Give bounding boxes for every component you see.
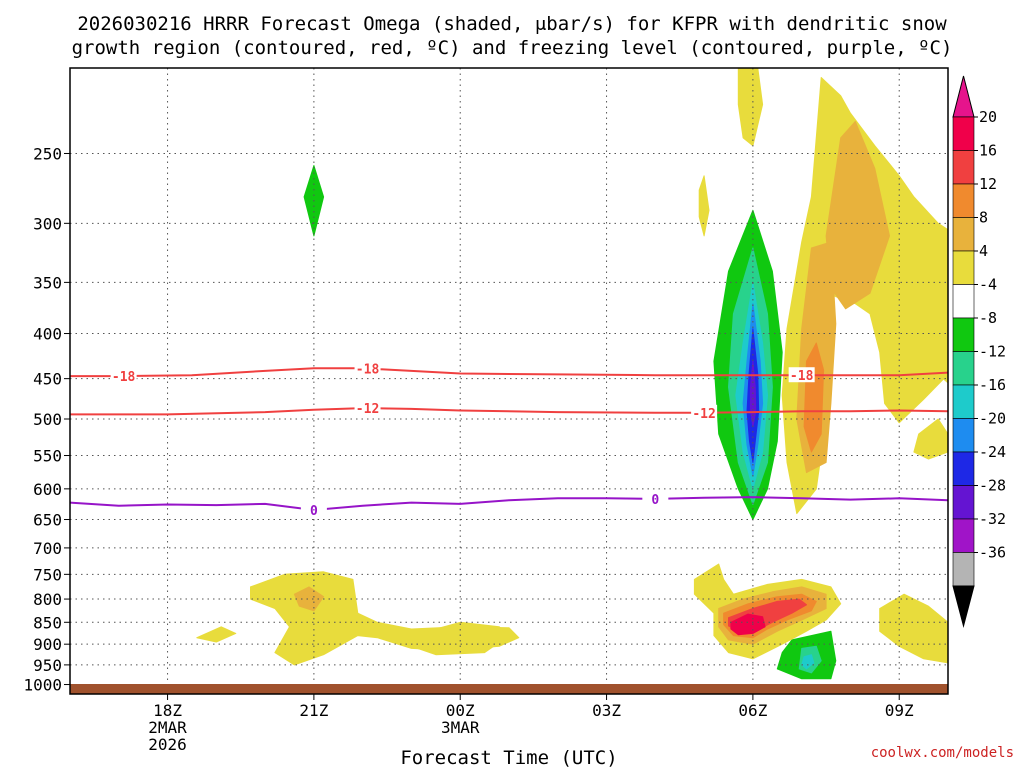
- colorbar-swatch-2: [952, 183, 975, 218]
- contour-label-isotherm-minus12-0: -12: [356, 402, 379, 417]
- colorbar-swatch-10: [952, 451, 975, 486]
- y-tick-label-900: 900: [33, 635, 62, 654]
- contour-label-isotherm-minus12-1: -12: [692, 407, 715, 422]
- y-tick-label-250: 250: [33, 144, 62, 163]
- contour-label-bg-isotherm-minus18-1: [354, 360, 381, 376]
- colorbar-label-2: 12: [979, 175, 997, 193]
- y-tick-label-750: 750: [33, 565, 62, 584]
- colorbar-bottom-arrow: [952, 585, 975, 628]
- colorbar-label-8: -16: [979, 376, 1006, 394]
- y-tick-label-550: 550: [33, 447, 62, 466]
- x-axis-label: Forecast Time (UTC): [400, 747, 617, 768]
- y-tick-label-350: 350: [33, 273, 62, 292]
- x-tick-label-18Z-1: 2MAR: [148, 718, 187, 737]
- contour-label-isotherm-minus18-0: -18: [112, 370, 136, 385]
- ground-surface: [70, 684, 948, 694]
- colorbar-swatch-4: [952, 250, 975, 285]
- omega-region-descent-21z-low-core: [293, 586, 325, 612]
- contour-labels: -18 -18 -18 -12 -12 0 0: [110, 360, 815, 519]
- colorbar-label-10: -24: [979, 443, 1006, 461]
- x-tick-label-18Z-2: 2026: [148, 735, 187, 754]
- x-tick-label-00Z-0: 00Z: [446, 701, 475, 720]
- contour-label-bg-isotherm-0-freezing-level-0: [300, 501, 327, 517]
- chart-title: 2026030216 HRRR Forecast Omega (shaded, …: [72, 13, 953, 59]
- colorbar-label-11: -28: [979, 477, 1006, 495]
- y-tick-label-800: 800: [33, 590, 62, 609]
- y-tick-label-300: 300: [33, 214, 62, 233]
- colorbar-label-4: 4: [979, 242, 988, 260]
- omega-region-descent-09z-low: [879, 593, 948, 664]
- colorbar-label-6: -8: [979, 309, 997, 327]
- contour-label-bg-isotherm-minus12-1: [691, 404, 718, 420]
- colorbar-label-0: 20: [979, 108, 997, 126]
- title-line-1: 2026030216 HRRR Forecast Omega (shaded, …: [77, 13, 947, 35]
- omega-region-descent-06z-low-core: [730, 613, 766, 636]
- contour-label-isotherm-minus18-2: -18: [790, 369, 814, 384]
- contour-isotherm-0-freezing-level: [70, 496, 948, 512]
- x-tick-label-18Z-0: 18Z: [153, 701, 182, 720]
- x-tick-label-03Z-0: 03Z: [592, 701, 621, 720]
- y-tick-label-400: 400: [33, 325, 62, 344]
- colorbar-swatch-1: [952, 150, 975, 185]
- omega-colorbar: 20 16 12 8 4 -4 -8 -12 -16 -20 -24 -28 -32 -36: [952, 75, 1006, 628]
- y-tick-label-1000: 1000: [23, 676, 62, 695]
- y-tick-label-700: 700: [33, 539, 62, 558]
- colorbar-top-arrow: [952, 75, 975, 118]
- x-tick-label-09Z-0: 09Z: [885, 701, 914, 720]
- colorbar-swatch-3: [952, 217, 975, 252]
- title-line-2: growth region (contoured, red, ºC) and f…: [72, 37, 953, 59]
- contour-label-isotherm-0-freezing-level-1: 0: [651, 493, 659, 508]
- colorbar-label-5: -4: [979, 276, 997, 294]
- omega-region-descent-upper-8: [825, 121, 890, 310]
- colorbar-swatch-5: [952, 284, 975, 319]
- colorbar-label-13: -36: [979, 544, 1006, 562]
- contour-label-bg-isotherm-minus18-2: [788, 367, 815, 383]
- pressure-axis: 250 300 350 400 450 500 550 600 650 700 750 800 850 9…: [23, 144, 70, 695]
- colorbar-swatch-11: [952, 485, 975, 520]
- omega-region-ascent-07z-lower-center: [801, 654, 815, 670]
- x-tick-label-21Z-0: 21Z: [299, 701, 328, 720]
- site-credit: coolwx.com/models: [871, 745, 1014, 761]
- plot-area: -18 -18 -18 -12 -12 0 0: [69, 67, 949, 695]
- colorbar-label-3: 8: [979, 209, 988, 227]
- colorbar-label-9: -20: [979, 410, 1006, 428]
- omega-region-descent-07z-column-12: [803, 342, 825, 453]
- omega-region-descent-19z-spot: [196, 626, 237, 643]
- contour-label-isotherm-minus18-1: -18: [356, 363, 380, 378]
- colorbar-swatch-6: [952, 317, 975, 352]
- y-tick-label-500: 500: [33, 410, 62, 429]
- y-tick-label-600: 600: [33, 480, 62, 499]
- y-tick-label-650: 650: [33, 511, 62, 530]
- contour-label-bg-isotherm-0-freezing-level-1: [642, 490, 669, 506]
- colorbar-label-1: 16: [979, 142, 997, 160]
- colorbar-label-7: -12: [979, 343, 1006, 361]
- y-tick-label-950: 950: [33, 656, 62, 675]
- colorbar-swatch-8: [952, 384, 975, 419]
- colorbar-swatch-9: [952, 418, 975, 453]
- y-tick-label-450: 450: [33, 370, 62, 389]
- colorbar-swatch-12: [952, 518, 975, 553]
- colorbar-swatch-7: [952, 351, 975, 386]
- contour-isotherm-minus12: [70, 407, 948, 416]
- omega-region-descent-09z-mid: [913, 418, 948, 460]
- colorbar-swatch-13: [952, 552, 975, 587]
- contour-label-bg-isotherm-minus12-0: [354, 400, 381, 416]
- plot-border: [69, 67, 949, 695]
- x-tick-label-00Z-1: 3MAR: [441, 718, 480, 737]
- colorbar-label-12: -32: [979, 510, 1006, 528]
- colorbar-swatch-0: [952, 116, 975, 151]
- contour-label-bg-isotherm-minus18-0: [110, 368, 137, 384]
- contour-label-isotherm-0-freezing-level-0: 0: [310, 504, 318, 519]
- omega-region-descent-top-04z-sliver: [698, 175, 710, 237]
- omega-region-descent-23z-patch: [410, 621, 510, 656]
- y-tick-label-850: 850: [33, 613, 62, 632]
- x-tick-label-06Z-0: 06Z: [738, 701, 767, 720]
